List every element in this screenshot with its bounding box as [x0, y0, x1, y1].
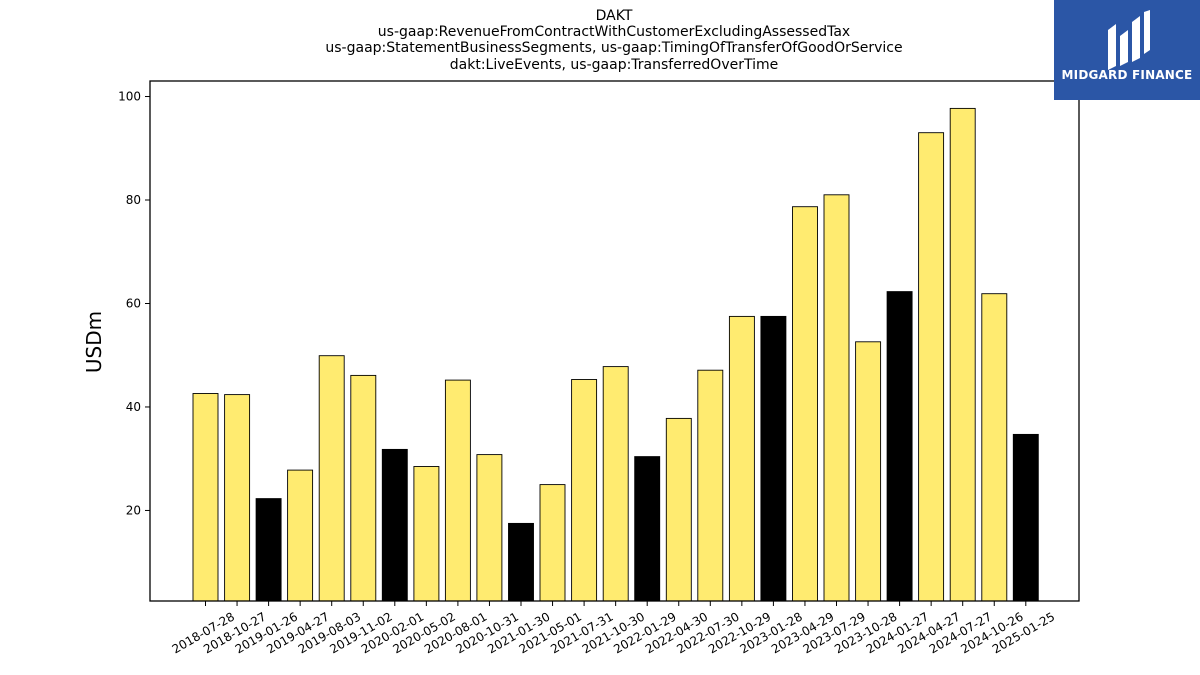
bar-2025-01-25 [1012, 433, 1039, 602]
bar-2019-11-02 [350, 374, 377, 602]
bar-2020-02-01 [381, 448, 408, 602]
logo-mark-icon [1108, 10, 1150, 70]
logo-text: MIDGARD FINANCE [1061, 68, 1193, 82]
bar-2021-10-30 [602, 366, 629, 602]
bar-2023-10-28 [855, 341, 882, 602]
bar-2022-01-29 [634, 456, 661, 602]
bar-2019-01-26 [255, 498, 282, 602]
bar-2022-04-30 [665, 417, 692, 602]
bar-2021-05-01 [539, 484, 566, 602]
bar-2018-10-27 [224, 394, 251, 602]
bar-2021-01-30 [508, 522, 534, 602]
bar-2018-07-28 [192, 393, 219, 602]
title-line-4: dakt:LiveEvents, us-gaap:TransferredOver… [450, 57, 778, 73]
bar-2024-01-27 [886, 291, 913, 602]
bars-group [192, 107, 1039, 602]
title-line-3: us-gaap:StatementBusinessSegments, us-ga… [325, 40, 902, 56]
bar-2024-04-27 [918, 132, 945, 602]
midgard-finance-logo: MIDGARD FINANCE [1054, 0, 1200, 100]
bar-2020-10-31 [476, 454, 503, 602]
bar-2020-05-02 [413, 466, 440, 602]
bar-2023-01-28 [760, 315, 787, 602]
title-line-1: DAKT [596, 8, 633, 24]
bar-2023-07-29 [823, 194, 850, 602]
bar-2021-07-31 [571, 379, 598, 602]
bar-2022-07-30 [697, 369, 724, 602]
bar-2023-04-29 [792, 206, 818, 602]
y-tick-label: 40 [126, 400, 141, 414]
bar-2022-10-29 [728, 315, 755, 602]
bar-2024-10-26 [981, 293, 1008, 602]
y-tick-label: 20 [126, 503, 141, 517]
y-axis-label: USDm [82, 311, 106, 373]
y-tick-label: 100 [118, 90, 141, 104]
y-tick-label: 60 [126, 296, 141, 310]
bar-2024-07-27 [949, 107, 976, 602]
x-axis-ticks: 2018-07-282018-10-272019-01-262019-04-27… [170, 601, 1057, 656]
title-line-2: us-gaap:RevenueFromContractWithCustomerE… [378, 24, 850, 40]
bar-2019-08-03 [318, 355, 345, 602]
bar-2020-08-01 [444, 379, 471, 602]
y-tick-label: 80 [126, 193, 141, 207]
chart-title: DAKT us-gaap:RevenueFromContractWithCust… [325, 8, 902, 73]
plot-frame [149, 80, 1080, 602]
y-axis-ticks: 20 40 60 80 100 [118, 90, 150, 517]
bar-2019-04-27 [287, 469, 314, 602]
